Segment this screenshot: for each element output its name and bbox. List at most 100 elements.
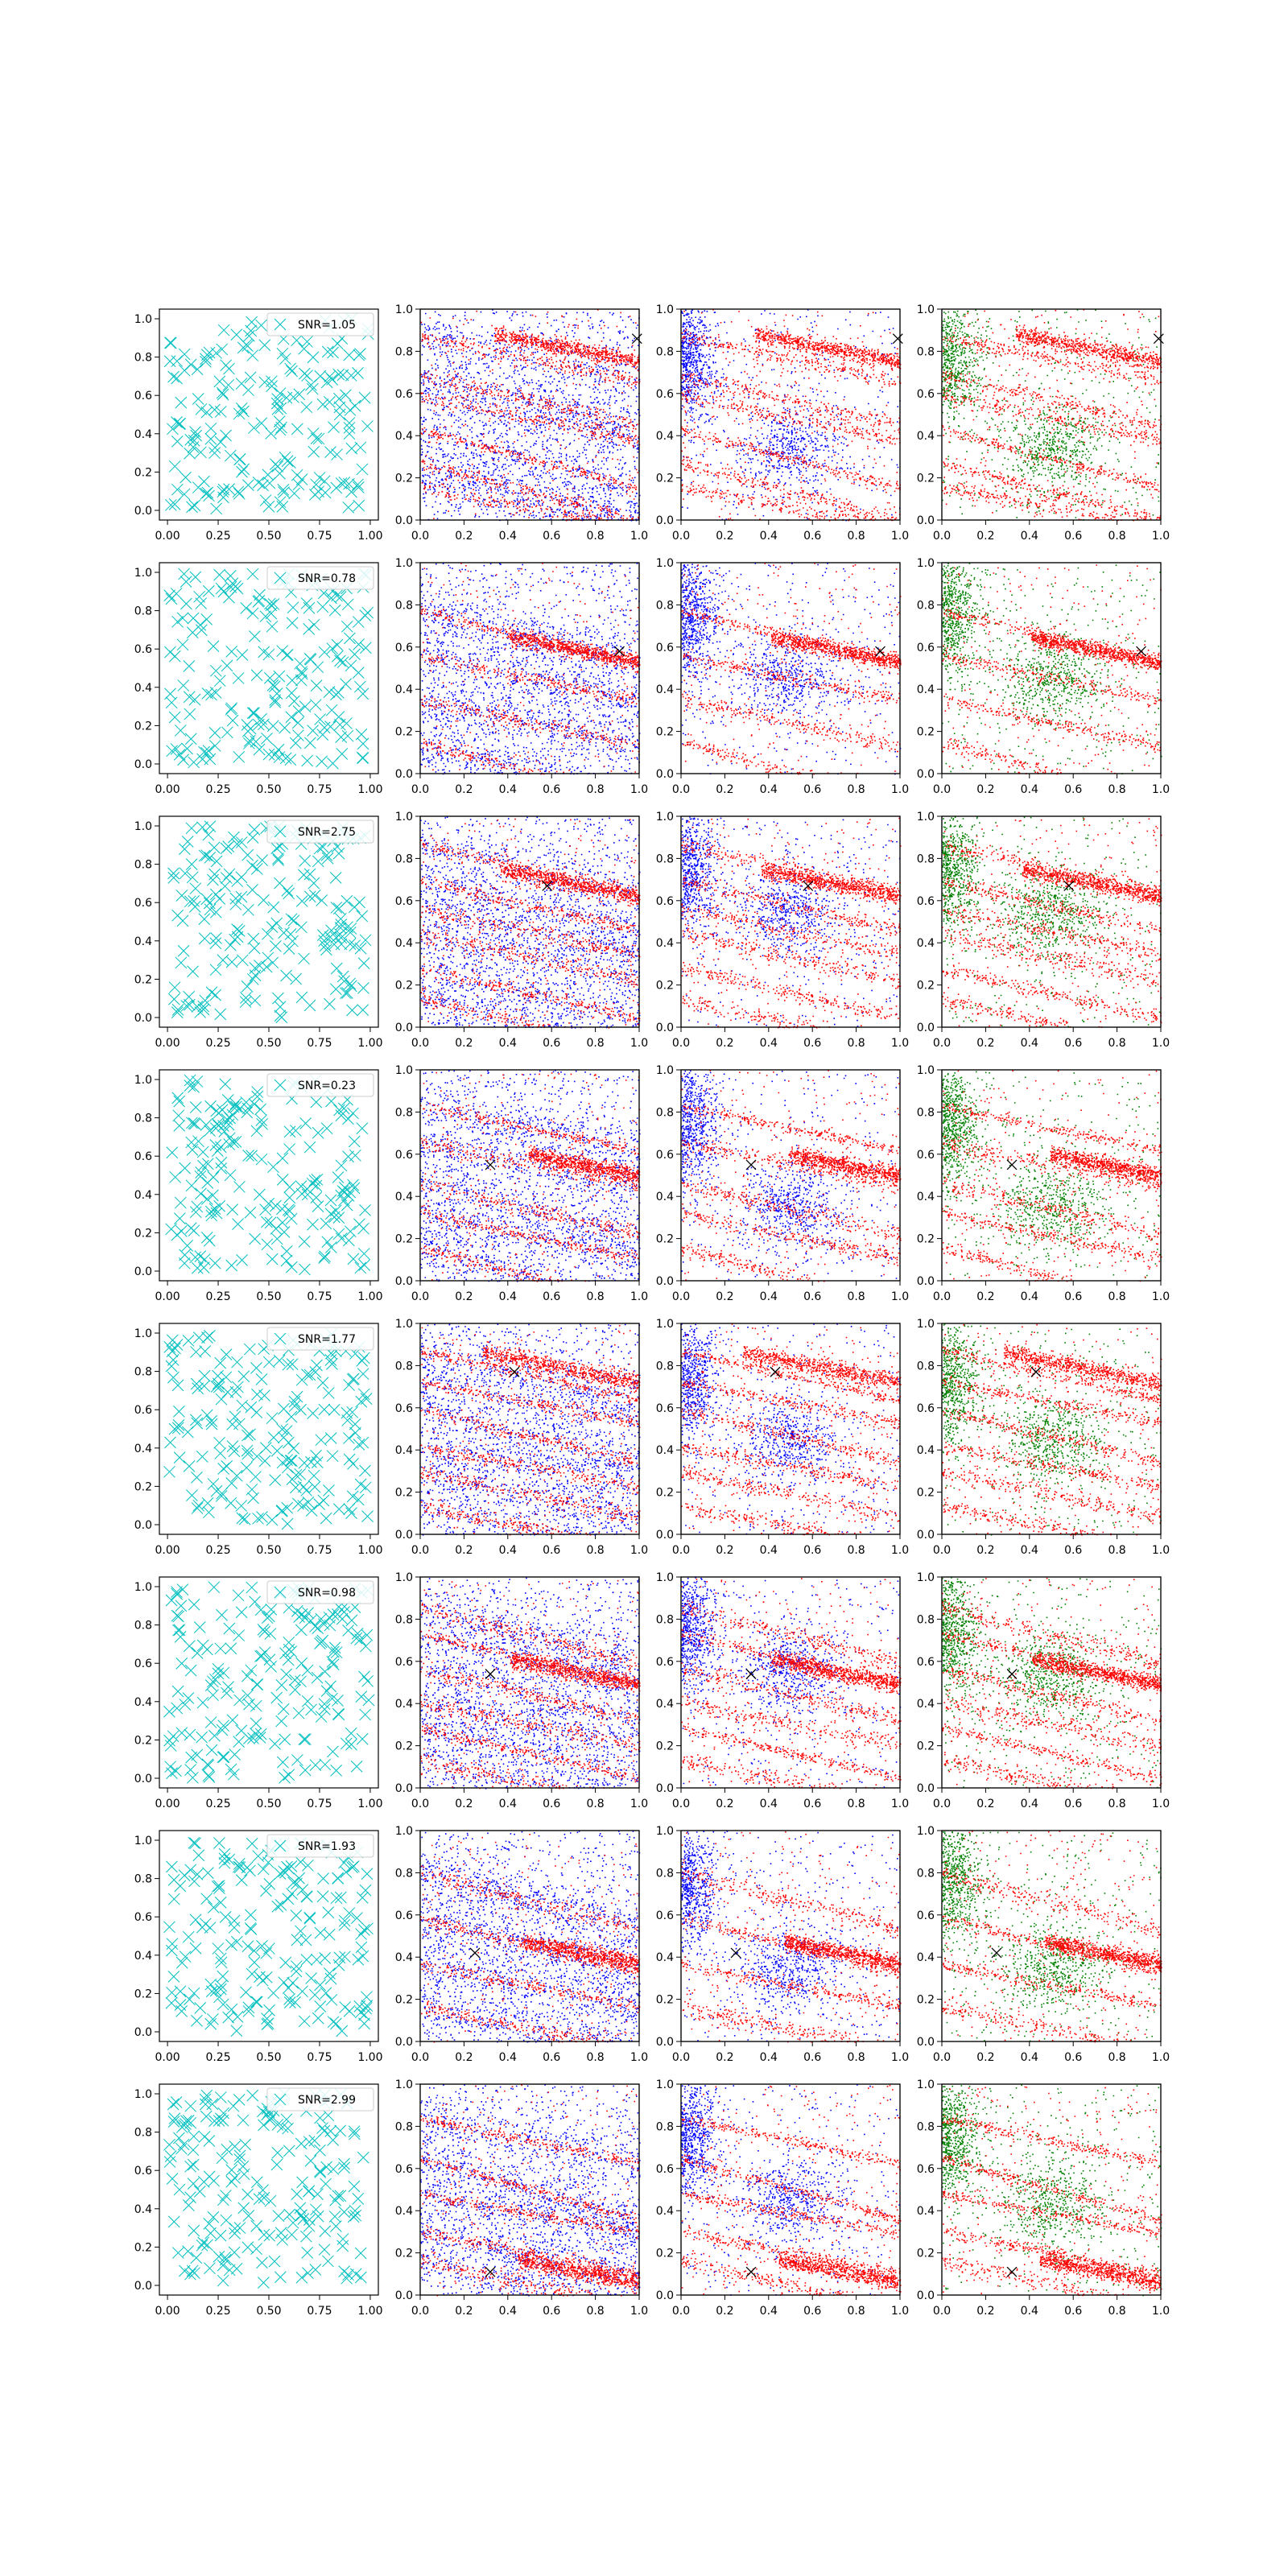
- scatter-point: [262, 1356, 275, 1368]
- scatter-point: [255, 1114, 268, 1126]
- x-tick-label: 0.75: [307, 2051, 332, 2064]
- x-tick-label: 0.4: [1021, 783, 1038, 796]
- x-tick-label: 0.0: [411, 1544, 429, 1557]
- scatter-point: [256, 854, 269, 866]
- y-tick-label: 0.2: [134, 1988, 152, 2000]
- scatter-point: [203, 1234, 216, 1247]
- scatter-point: [168, 460, 181, 473]
- x-tick-label: 1.0: [891, 1290, 909, 1303]
- axes-frame: [680, 562, 901, 774]
- scatter-point: [271, 2146, 284, 2159]
- scatter-point: [332, 902, 345, 914]
- scatter-point: [215, 1979, 228, 1992]
- y-tick-label: 0.2: [917, 1994, 935, 2007]
- scatter-point: [219, 1911, 232, 1923]
- scatter-point: [246, 568, 259, 580]
- panel-density-row-4-col-3: 0.0 0.2 0.4 0.6 0.8 1.00.00.20.40.60.81.0: [656, 1064, 909, 1303]
- scatter-point: [237, 2168, 250, 2181]
- scatter-point: [246, 316, 258, 328]
- scatter-point: [175, 2005, 188, 2017]
- scatter-point: [352, 367, 364, 379]
- scatter-point: [243, 734, 256, 747]
- density-cloud: [420, 1323, 641, 1536]
- scatter-point: [263, 1878, 276, 1890]
- scatter-point: [216, 1724, 229, 1736]
- x-tick-label: 1.0: [630, 1798, 648, 1810]
- scatter-point: [200, 613, 213, 625]
- scatter-point: [196, 821, 208, 834]
- x-tick-label: 0.8: [586, 2305, 604, 2318]
- scatter-point: [175, 1600, 188, 1612]
- scatter-point: [171, 483, 184, 496]
- scatter-point: [183, 1460, 196, 1472]
- scatter-point: [280, 1254, 293, 1267]
- scatter-point: [299, 1612, 312, 1624]
- scatter-point: [164, 2150, 177, 2162]
- scatter-point: [200, 1918, 212, 1930]
- y-tick-label: 0.2: [395, 980, 413, 993]
- panel-density-row-8-col-2: 0.0 0.2 0.4 0.6 0.8 1.00.00.20.40.60.81.0: [395, 2079, 648, 2318]
- y-tick-label: 0.2: [395, 1233, 413, 1246]
- scatter-point: [359, 1464, 371, 1477]
- scatter-point: [274, 1868, 287, 1880]
- scatter-point: [244, 1206, 257, 1219]
- y-tick-label: 0.8: [656, 345, 674, 358]
- scatter-point: [236, 465, 248, 478]
- scatter-point: [188, 1836, 200, 1849]
- scatter-point: [331, 337, 344, 350]
- scatter-point: [219, 1078, 232, 1091]
- scatter-point: [263, 2004, 275, 2017]
- scatter-point: [349, 1149, 361, 1162]
- x-tick-label: 0.8: [1108, 2305, 1125, 2318]
- scatter-point: [217, 1120, 229, 1132]
- x-tick-label: 0.8: [847, 1037, 865, 1050]
- scatter-point: [186, 2264, 199, 2277]
- scatter-point: [349, 648, 361, 661]
- x-tick-label: 0.8: [847, 1544, 865, 1557]
- scatter-point: [301, 754, 314, 767]
- scatter-point: [235, 1500, 248, 1512]
- scatter-point: [342, 2268, 354, 2281]
- y-tick-label: 0.6: [395, 388, 413, 401]
- scatter-point: [242, 903, 254, 916]
- scatter-point: [312, 855, 324, 868]
- scatter-point: [261, 1612, 274, 1624]
- y-tick-label: 0.6: [656, 642, 674, 654]
- scatter-point: [208, 841, 221, 854]
- scatter-point: [204, 1125, 216, 1137]
- legend-marker-icon: [274, 318, 287, 331]
- scatter-point: [321, 852, 334, 865]
- scatter-point: [248, 942, 261, 955]
- x-tick-label: 0.4: [1021, 1037, 1038, 1050]
- scatter-point: [330, 2017, 342, 2030]
- scatter-point: [223, 2264, 236, 2277]
- scatter-point: [184, 708, 196, 720]
- scatter-point: [332, 1228, 345, 1241]
- scatter-point: [258, 2277, 270, 2289]
- scatter-point: [357, 687, 369, 700]
- scatter-point: [281, 1454, 294, 1466]
- y-tick-label: 0.6: [134, 1657, 152, 1670]
- scatter-point: [342, 1190, 355, 1202]
- x-tick-label: 0.4: [499, 2051, 517, 2064]
- y-tick-label: 0.6: [917, 895, 935, 908]
- scatter-point: [335, 1232, 348, 1245]
- scatter-point: [200, 2089, 213, 2102]
- x-tick-label: 0.2: [716, 530, 733, 543]
- y-tick-label: 0.0: [656, 1529, 674, 1542]
- scatter-point: [198, 932, 211, 945]
- scatter-point: [327, 2163, 340, 2176]
- y-tick-label: 1.0: [917, 1571, 935, 1584]
- scatter-point: [324, 1619, 336, 1632]
- scatter-point: [166, 1986, 178, 1999]
- x-tick-label: 1.0: [891, 1544, 909, 1557]
- scatter-point: [267, 901, 280, 914]
- scatter-point: [314, 1979, 326, 1992]
- scatter-point: [273, 670, 286, 683]
- scatter-point: [216, 1104, 229, 1117]
- scatter-point: [298, 367, 311, 380]
- x-tick-label: 0.8: [847, 530, 865, 543]
- scatter-point: [263, 1653, 276, 1666]
- x-tick-label: 0.00: [155, 1037, 180, 1050]
- scatter-point: [284, 928, 297, 940]
